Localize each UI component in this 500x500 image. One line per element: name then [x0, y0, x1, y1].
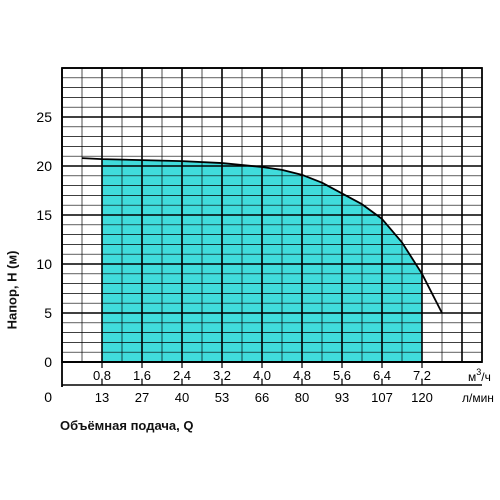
x-primary-tick-label: 5,6 — [333, 368, 351, 383]
x-secondary-zero-label: 0 — [44, 389, 52, 405]
x-primary-tick-label: 1,6 — [133, 368, 151, 383]
x-secondary-tick-label: 120 — [411, 390, 433, 405]
y-tick-label: 20 — [36, 158, 52, 174]
x-secondary-tick-label: 13 — [95, 390, 109, 405]
y-tick-label: 0 — [44, 354, 52, 370]
y-axis-title: Напор, Н (м) — [2, 210, 22, 370]
x-primary-tick-label: 4,8 — [293, 368, 311, 383]
x-secondary-tick-label: 27 — [135, 390, 149, 405]
x-axis-title: Объёмная подача, Q — [60, 418, 194, 433]
x-primary-unit: м3/ч — [468, 367, 491, 384]
x-secondary-tick-label: 93 — [335, 390, 349, 405]
x-primary-tick-label: 4,0 — [253, 368, 271, 383]
x-secondary-tick-label: 80 — [295, 390, 309, 405]
x-secondary-unit: л/мин — [462, 391, 494, 405]
head-curve — [81, 157, 443, 314]
x-secondary-tick-label: 40 — [175, 390, 189, 405]
x-primary-tick-label: 2,4 — [173, 368, 191, 383]
x-primary-tick-label: 0,8 — [93, 368, 111, 383]
y-tick-label: 15 — [36, 207, 52, 223]
y-axis-title-text: Напор, Н (м) — [4, 250, 20, 330]
x-secondary-tick-label: 66 — [255, 390, 269, 405]
x-primary-tick-label: 6,4 — [373, 368, 391, 383]
x-secondary-tick-label: 53 — [215, 390, 229, 405]
x-primary-tick-label: 7,2 — [413, 368, 431, 383]
y-tick-label: 5 — [44, 305, 52, 321]
x-primary-tick-label: 3,2 — [213, 368, 231, 383]
x-secondary-tick-label: 107 — [371, 390, 393, 405]
y-tick-label: 25 — [36, 109, 52, 125]
y-tick-label: 10 — [36, 256, 52, 272]
